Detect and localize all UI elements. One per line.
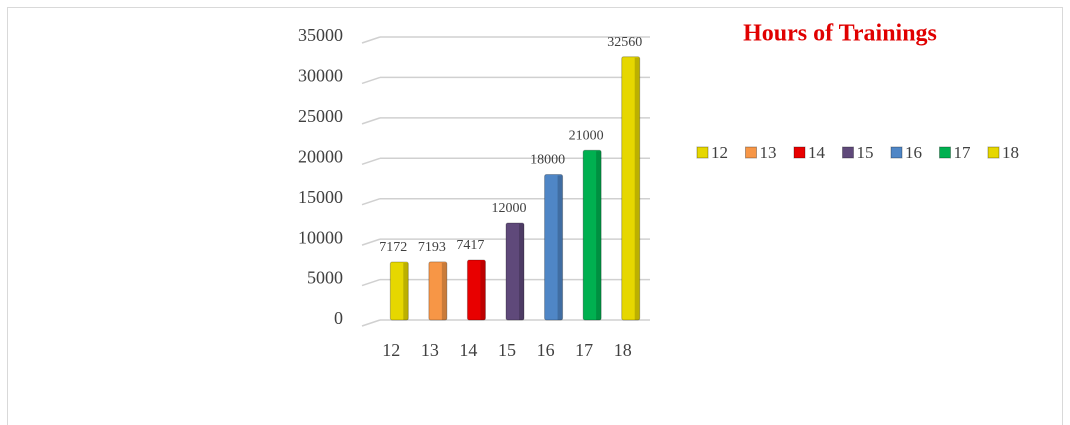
bar: [621, 56, 641, 321]
bar: [466, 259, 486, 321]
bar: [582, 149, 602, 321]
legend-label: 13: [760, 143, 777, 162]
legend-label: 12: [711, 143, 728, 162]
x-tick-label: 18: [614, 340, 632, 360]
value-label: 7193: [418, 240, 446, 255]
bar: [389, 261, 409, 321]
bar: [544, 173, 564, 321]
grid-line-depth: [361, 157, 381, 165]
bar-shade: [634, 57, 640, 321]
legend-swatch: [939, 146, 951, 159]
grid-line-depth: [361, 76, 381, 85]
x-tick-label: 15: [498, 340, 516, 360]
legend-swatch: [890, 146, 903, 159]
x-tick-label: 12: [382, 340, 400, 360]
y-tick-label: 30000: [298, 66, 343, 86]
grid-line-depth: [361, 238, 381, 246]
bar-shade: [441, 262, 447, 320]
value-label: 7172: [379, 240, 407, 255]
y-tick-label: 10000: [298, 227, 343, 247]
value-label: 18000: [530, 153, 565, 168]
legend-label: 14: [808, 143, 826, 162]
value-label: 21000: [569, 128, 604, 143]
legend-label: 15: [857, 143, 874, 162]
y-tick-label: 35000: [298, 25, 343, 45]
y-tick-label: 20000: [298, 146, 343, 166]
legend-swatch: [745, 146, 757, 159]
bar-shade: [596, 151, 602, 320]
chart-frame: [7, 7, 1063, 425]
bar: [428, 261, 448, 321]
bar-shade: [403, 263, 409, 320]
legend-swatch: [793, 146, 806, 159]
legend-swatch: [842, 146, 854, 159]
x-tick-label: 13: [421, 340, 439, 360]
grid-line-depth: [361, 278, 381, 287]
grid-line-depth: [361, 319, 381, 327]
legend-swatch: [696, 146, 709, 159]
legend-swatch: [987, 146, 1000, 159]
x-tick-label: 17: [575, 340, 593, 360]
y-tick-label: 15000: [298, 187, 343, 207]
bar-shade: [519, 223, 524, 320]
grid-line-depth: [361, 36, 381, 44]
legend-label: 17: [954, 143, 972, 162]
value-label: 12000: [492, 201, 527, 216]
chart-title: Hours of Trainings: [743, 21, 937, 47]
value-label: 7417: [456, 238, 484, 253]
bar-shade: [557, 175, 563, 320]
bar: [505, 222, 525, 321]
legend-label: 16: [905, 143, 922, 162]
y-tick-label: 5000: [307, 268, 343, 288]
legend-label: 18: [1002, 143, 1019, 162]
y-tick-label: 0: [334, 308, 343, 328]
value-label: 32560: [607, 35, 642, 50]
grid-line-depth: [361, 198, 381, 206]
x-tick-label: 16: [537, 340, 555, 360]
y-tick-label: 25000: [298, 106, 343, 126]
bar-shade: [480, 261, 486, 320]
grid-line-depth: [361, 117, 381, 125]
x-tick-label: 14: [459, 340, 477, 360]
